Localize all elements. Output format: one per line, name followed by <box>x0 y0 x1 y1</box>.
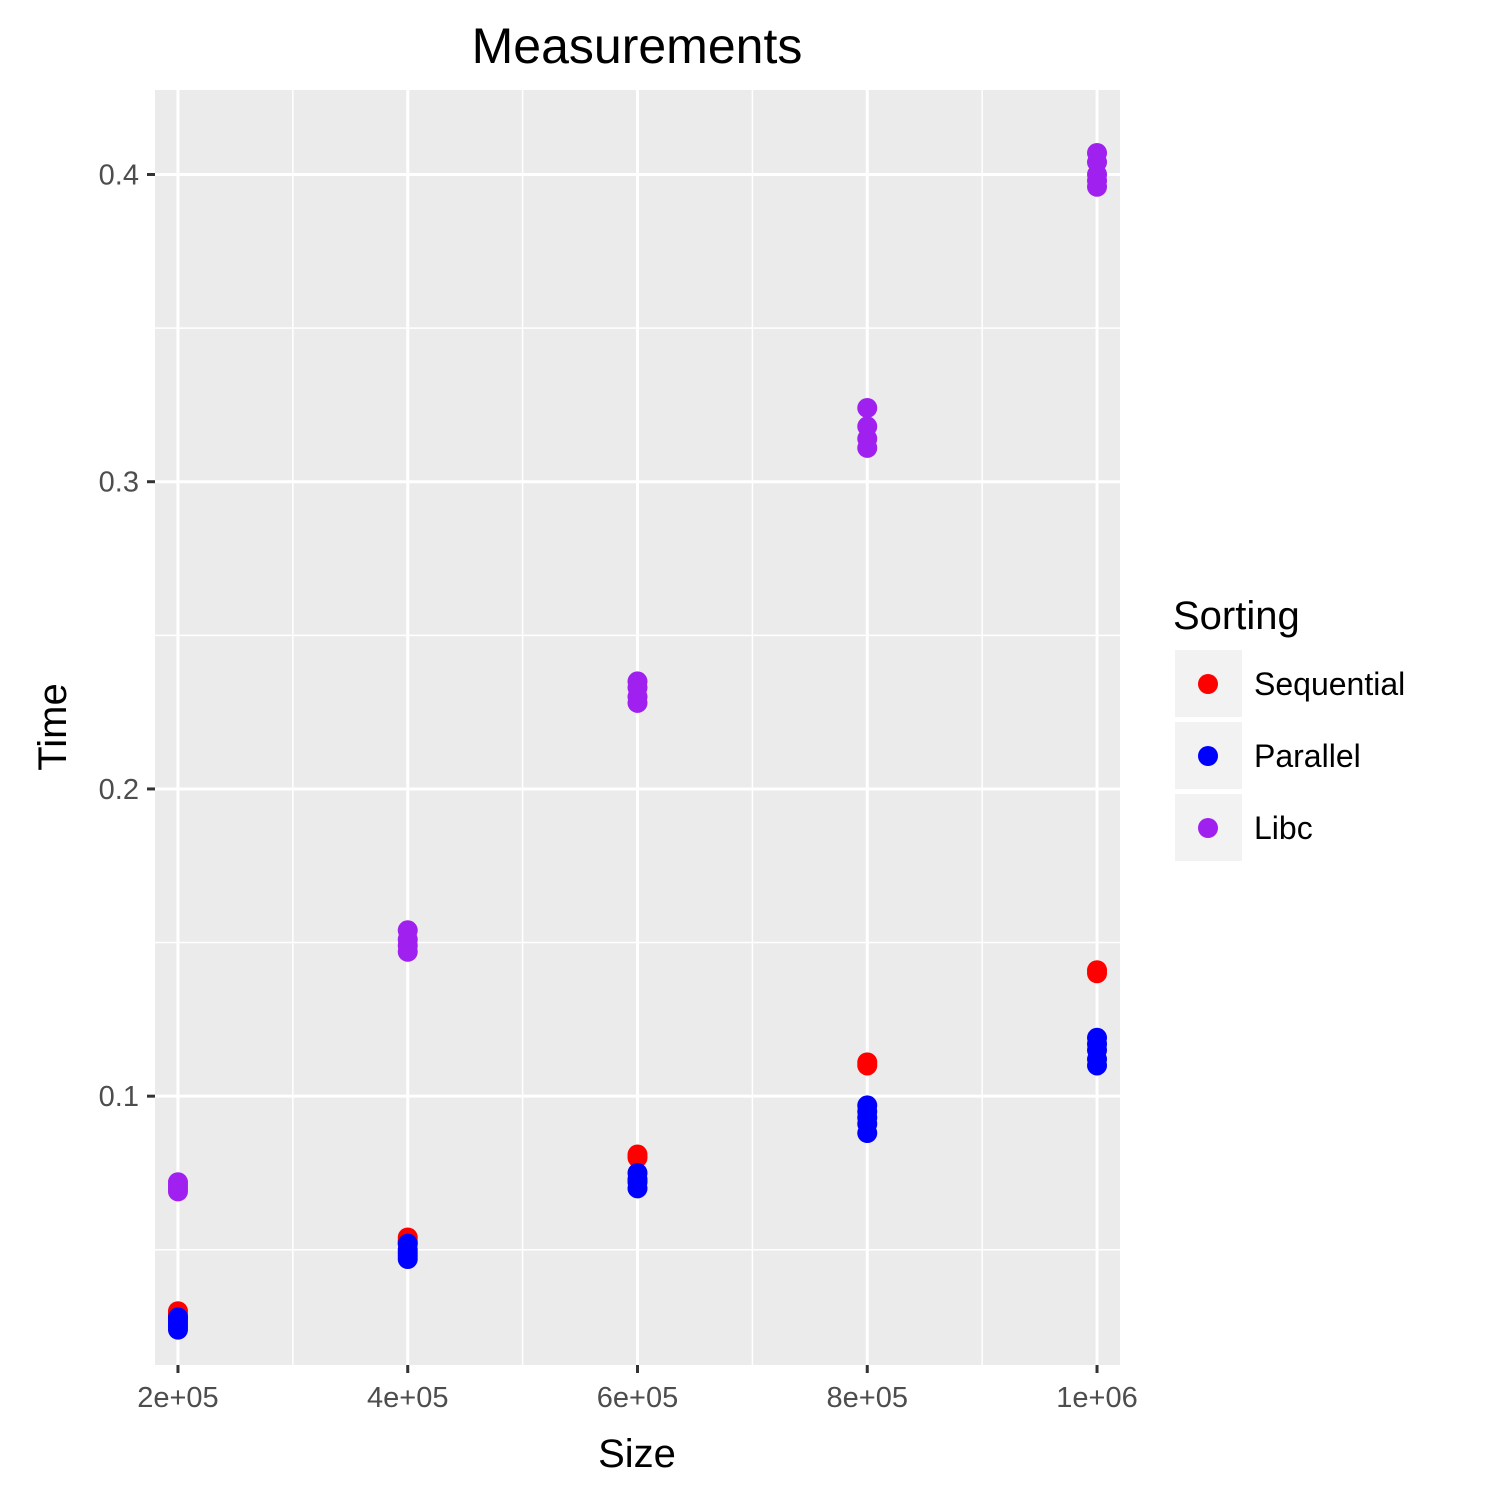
data-point <box>857 1055 878 1076</box>
data-point <box>627 1178 648 1199</box>
data-point <box>627 692 648 713</box>
data-point <box>397 1249 418 1270</box>
x-tick-label: 6e+05 <box>597 1382 678 1414</box>
legend-marker <box>1198 674 1218 694</box>
legend-items: Sequential Parallel Libc <box>1175 650 1405 861</box>
legend-item-sequential: Sequential <box>1175 650 1405 717</box>
legend-label: Sequential <box>1254 666 1405 702</box>
x-tick-label: 4e+05 <box>367 1382 448 1414</box>
x-tick-label: 2e+05 <box>137 1382 218 1414</box>
legend-item-parallel: Parallel <box>1175 722 1361 789</box>
legend-title: Sorting <box>1173 594 1300 638</box>
data-point <box>1087 1055 1108 1076</box>
legend-marker <box>1198 746 1218 766</box>
legend-marker <box>1198 818 1218 838</box>
x-tick-label: 8e+05 <box>827 1382 908 1414</box>
data-points <box>167 142 1108 1340</box>
y-tick-label: 0.3 <box>99 467 139 499</box>
data-point <box>167 1319 188 1340</box>
legend-label: Libc <box>1254 810 1313 846</box>
y-tick-label: 0.1 <box>99 1081 139 1113</box>
x-tick-label: 1e+06 <box>1056 1382 1137 1414</box>
chart-title: Measurements <box>472 18 803 74</box>
data-point <box>857 1123 878 1144</box>
y-tick-label: 0.4 <box>99 159 139 191</box>
legend: Sorting Sequential Parallel Libc <box>1173 594 1405 861</box>
data-point <box>857 437 878 458</box>
axes: 2e+05 4e+05 6e+05 8e+05 1e+06 0.1 0.2 0.3 0.4 <box>99 159 1138 1414</box>
y-tick-label: 0.2 <box>99 774 139 806</box>
data-point <box>627 1147 648 1168</box>
series-libc <box>167 142 1108 1202</box>
data-point <box>167 1181 188 1202</box>
data-point <box>857 397 878 418</box>
x-axis-title: Size <box>598 1432 676 1476</box>
legend-label: Parallel <box>1254 738 1361 774</box>
y-axis-title: Time <box>31 683 75 770</box>
data-point <box>397 941 418 962</box>
data-point <box>1087 963 1108 984</box>
series-parallel <box>167 1027 1108 1340</box>
legend-item-libc: Libc <box>1175 794 1313 861</box>
data-point <box>1087 176 1108 197</box>
